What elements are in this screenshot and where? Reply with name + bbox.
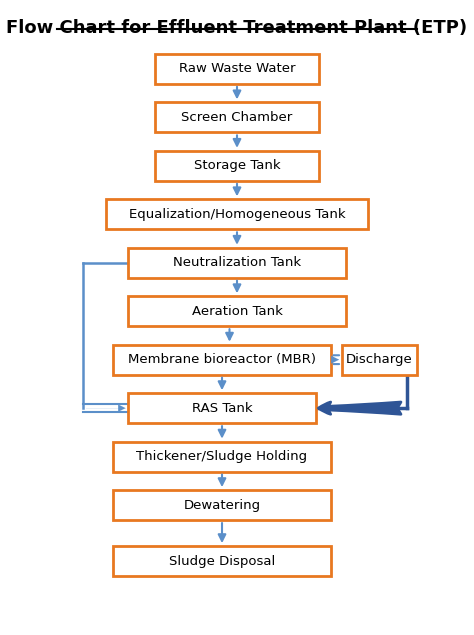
FancyBboxPatch shape: [113, 490, 331, 520]
Text: Sludge Disposal: Sludge Disposal: [169, 554, 275, 568]
Text: Neutralization Tank: Neutralization Tank: [173, 257, 301, 269]
Text: Membrane bioreactor (MBR): Membrane bioreactor (MBR): [128, 353, 316, 366]
Text: RAS Tank: RAS Tank: [191, 402, 252, 415]
FancyBboxPatch shape: [155, 54, 319, 84]
FancyBboxPatch shape: [128, 393, 316, 424]
Text: Storage Tank: Storage Tank: [194, 159, 280, 172]
FancyBboxPatch shape: [113, 546, 331, 576]
Text: Raw Waste Water: Raw Waste Water: [179, 62, 295, 76]
FancyBboxPatch shape: [113, 345, 331, 375]
Text: Screen Chamber: Screen Chamber: [182, 111, 292, 124]
FancyBboxPatch shape: [113, 441, 331, 472]
Text: Aeration Tank: Aeration Tank: [191, 305, 283, 318]
FancyBboxPatch shape: [128, 248, 346, 278]
FancyBboxPatch shape: [106, 199, 368, 229]
FancyBboxPatch shape: [155, 102, 319, 133]
FancyBboxPatch shape: [128, 296, 346, 326]
Text: Dewatering: Dewatering: [183, 498, 261, 512]
FancyBboxPatch shape: [155, 150, 319, 181]
FancyBboxPatch shape: [342, 345, 417, 375]
Text: Discharge: Discharge: [346, 353, 413, 366]
Text: Thickener/Sludge Holding: Thickener/Sludge Holding: [137, 450, 308, 463]
Text: Equalization/Homogeneous Tank: Equalization/Homogeneous Tank: [128, 208, 346, 221]
Text: Flow Chart for Effluent Treatment Plant (ETP): Flow Chart for Effluent Treatment Plant …: [7, 18, 467, 37]
